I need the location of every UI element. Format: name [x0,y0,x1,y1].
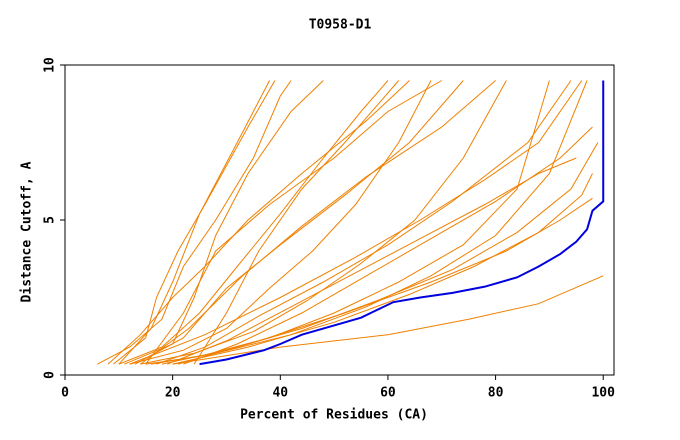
chart-title: T0958-D1 [309,18,372,33]
series-line [172,275,604,365]
x-tick-label: 100 [591,386,615,401]
series-line [183,126,593,365]
series-line [145,80,443,365]
series-line [113,80,276,365]
x-axis-label: Percent of Residues (CA) [240,408,428,423]
series-line [151,80,588,365]
series-line [129,80,432,365]
plot-frame [64,64,615,376]
series-line [118,80,389,365]
series-line [156,80,572,365]
series-line [107,80,410,365]
series-line [167,157,577,365]
x-tick-label: 0 [61,386,69,401]
x-tick-label: 60 [380,386,396,401]
series-line [193,80,400,365]
x-tick-label: 80 [488,386,504,401]
series-line [118,80,270,365]
x-tick-label: 20 [165,386,181,401]
series-line [134,80,464,365]
y-tick-label: 5 [43,216,58,224]
series-line [177,197,593,365]
series-line [161,142,599,365]
series-line [172,173,593,365]
y-tick-label: 0 [43,371,58,379]
x-tick-label: 40 [272,386,288,401]
y-tick-label: 10 [43,57,58,73]
series-line [199,80,605,366]
series-line [140,80,496,365]
series-line [129,80,583,365]
series-line [97,80,292,365]
y-axis-label: Distance Cutoff, A [20,161,35,302]
